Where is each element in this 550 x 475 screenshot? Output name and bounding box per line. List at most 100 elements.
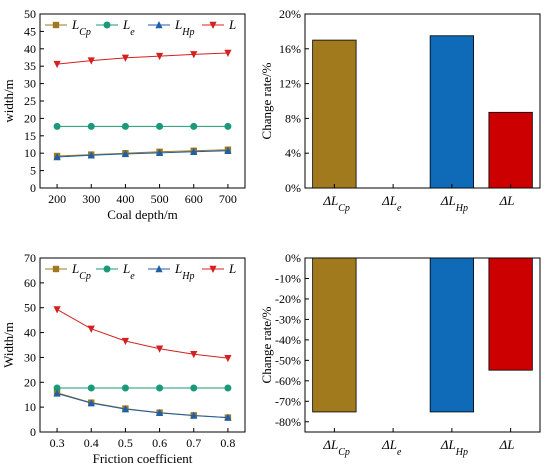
y-tick-label: 25: [24, 94, 36, 108]
bar: [488, 257, 533, 371]
legend-label: LCp: [71, 17, 91, 38]
x-axis-title: Friction coefficient: [93, 451, 193, 466]
y-tick-label: 20: [24, 111, 36, 125]
data-point: [190, 411, 198, 419]
bar: [429, 35, 475, 189]
data-point: [190, 384, 198, 392]
y-tick-label: -10%: [275, 271, 301, 285]
y-tick-label: 15: [24, 129, 36, 143]
data-point: [156, 384, 164, 392]
data-point: [224, 146, 232, 154]
y-tick-label: -80%: [275, 415, 301, 429]
y-tick-label: 70: [24, 251, 36, 265]
bar: [488, 111, 533, 189]
x-tick-label: 0.3: [50, 436, 65, 450]
legend-label: LCp: [71, 261, 91, 282]
legend-marker: [52, 21, 60, 29]
bar: [312, 39, 357, 189]
data-point: [224, 384, 232, 392]
x-axis-title: Coal depth/m: [107, 207, 177, 222]
y-tick-label: -60%: [275, 374, 301, 388]
y-tick-label: 40: [24, 42, 36, 56]
x-tick-label: ΔLCp: [322, 437, 350, 458]
y-tick-label: -30%: [275, 312, 301, 326]
legend-label: Le: [122, 17, 135, 38]
y-tick-label: 50: [24, 301, 36, 315]
y-tick-label: 35: [24, 59, 36, 73]
y-tick-label: 0%: [285, 251, 301, 265]
data-point: [190, 122, 198, 130]
y-axis-title: Change rate/%: [259, 62, 274, 139]
data-point: [53, 122, 61, 130]
x-tick-label: 500: [151, 192, 169, 206]
y-tick-label: 0: [30, 181, 36, 195]
x-tick-label: 400: [116, 192, 134, 206]
y-tick-label: 0%: [285, 181, 301, 195]
legend-label: LHp: [174, 17, 194, 38]
data-point: [53, 60, 61, 69]
y-tick-label: 60: [24, 276, 36, 290]
legend-marker: [52, 265, 60, 273]
x-tick-label: ΔLe: [381, 193, 402, 214]
bar: [429, 257, 475, 413]
y-tick-label: -50%: [275, 353, 301, 367]
y-tick-label: 10: [24, 146, 36, 160]
legend-marker: [103, 21, 111, 29]
y-axis-title: width/m: [1, 79, 16, 122]
x-tick-label: 0.7: [186, 436, 201, 450]
y-tick-label: 30: [24, 77, 36, 91]
data-point: [155, 345, 164, 353]
y-axis-title: Width/m: [1, 322, 16, 368]
data-point: [156, 122, 164, 130]
x-tick-label: ΔLHp: [440, 193, 468, 214]
y-tick-label: 40: [24, 326, 36, 340]
series-line-0: [56, 392, 228, 419]
data-point: [121, 384, 129, 392]
x-tick-label: ΔL: [499, 437, 515, 452]
plot-frame: [304, 13, 541, 189]
data-point: [53, 153, 61, 161]
x-tick-label: 0.4: [84, 436, 99, 450]
x-tick-label: 0.8: [220, 436, 235, 450]
data-point: [53, 389, 61, 397]
y-tick-label: 4%: [285, 146, 301, 160]
data-point: [87, 399, 95, 407]
y-tick-label: -70%: [275, 394, 301, 408]
y-tick-label: 45: [24, 24, 36, 38]
chart-panel-c: 0 10 20 30 40 50 60 70 0.3 0.4 0.5 0.6 0.7 0.8 Frictio…: [1, 251, 246, 466]
plot-frame: [304, 257, 541, 433]
x-tick-label: 0.5: [118, 436, 133, 450]
data-point: [121, 337, 130, 346]
x-tick-label: 0.6: [152, 436, 167, 450]
legend-label: LHp: [174, 261, 194, 282]
data-point: [121, 122, 129, 130]
x-tick-label: ΔLHp: [440, 437, 468, 458]
data-point: [155, 408, 164, 417]
y-tick-label: 12%: [279, 77, 301, 91]
x-tick-label: 200: [48, 192, 66, 206]
data-point: [87, 325, 95, 333]
data-point: [87, 122, 95, 130]
y-tick-label: 30: [24, 350, 36, 364]
y-tick-label: 8%: [285, 111, 301, 125]
data-point: [190, 51, 198, 59]
series-line-2: [56, 392, 228, 419]
x-tick-label: 600: [185, 192, 203, 206]
y-axis-title: Change rate/%: [259, 306, 274, 383]
bar: [312, 257, 357, 413]
x-tick-label: ΔLCp: [322, 193, 350, 214]
series-line-3: [56, 309, 228, 359]
data-point: [87, 151, 95, 159]
data-point: [224, 122, 232, 130]
series-line-2: [57, 150, 228, 158]
chart-panel-a: 0 5 10 15 20 25 30 35 40 45 50 200 300 400 500 600 700 Co…: [1, 7, 246, 222]
y-tick-label: 5: [30, 164, 36, 178]
y-tick-label: -40%: [275, 333, 301, 347]
y-tick-label: 10: [24, 400, 36, 414]
y-tick-label: 16%: [279, 42, 301, 56]
series-line-3: [57, 52, 228, 65]
legend-label: Le: [122, 261, 135, 282]
y-tick-label: 20%: [279, 7, 301, 21]
data-point: [53, 306, 61, 314]
data-point: [121, 149, 130, 158]
